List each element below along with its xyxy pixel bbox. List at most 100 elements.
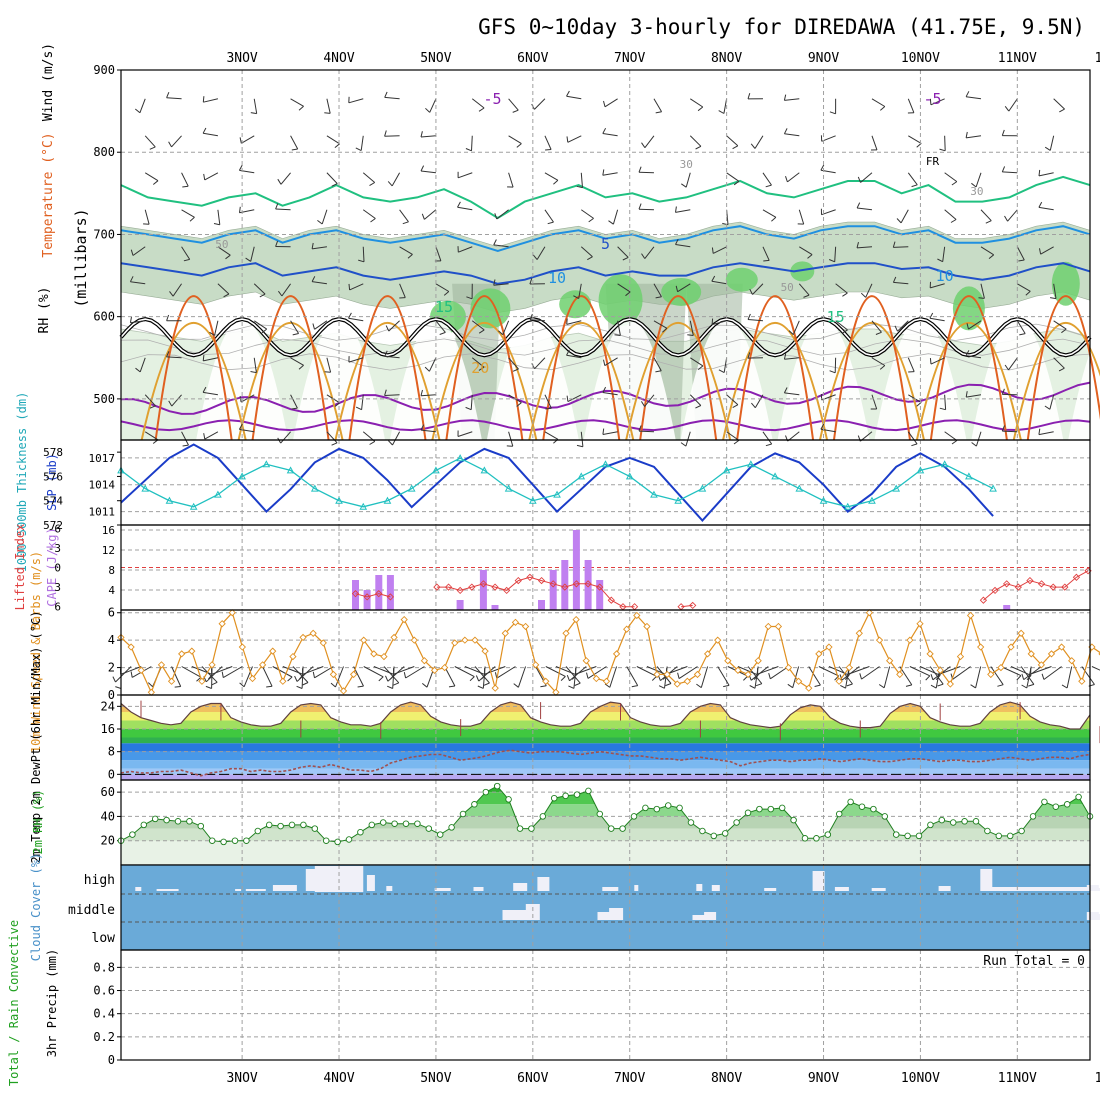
rh-marker xyxy=(198,823,204,829)
rh-marker xyxy=(346,837,352,843)
rh-marker xyxy=(665,803,671,809)
rh-marker xyxy=(825,832,831,838)
y-tick-label: 0 xyxy=(108,767,115,781)
date-label-bottom: 8NOV xyxy=(711,1071,742,1086)
li-tick-label: 6 xyxy=(54,601,61,614)
wind-barb-flag xyxy=(349,284,350,290)
date-label-top: 6NOV xyxy=(517,51,548,66)
precip-ylabel-left: Total / Rain Convective xyxy=(7,920,21,1086)
contour-label: 15 xyxy=(435,298,453,316)
rh-marker xyxy=(1007,833,1013,839)
high-cloud-bar xyxy=(696,884,702,891)
high-cloud-bar xyxy=(135,887,141,891)
wind-barb-flag xyxy=(930,358,931,364)
date-label-bottom: 10NOV xyxy=(901,1071,940,1086)
rh-marker xyxy=(654,806,660,812)
rh-marker xyxy=(597,811,603,817)
y-tick-label: 0.4 xyxy=(93,1007,115,1021)
high-cloud-bar xyxy=(367,875,375,891)
run-total-label: Run Total = 0 xyxy=(983,954,1085,969)
high-cloud-bar xyxy=(537,877,549,891)
high-cloud-bar xyxy=(235,889,241,891)
rh-marker xyxy=(323,838,329,844)
y-tick-label: 700 xyxy=(93,227,115,241)
rh-marker xyxy=(426,826,432,832)
rh-marker xyxy=(586,788,592,794)
rh-marker xyxy=(905,833,911,839)
legend-label-rh: RH (%) xyxy=(37,287,52,334)
date-label-top: 4NOV xyxy=(323,51,354,66)
rh-marker xyxy=(380,820,386,826)
rh-marker xyxy=(722,831,728,837)
rh-marker xyxy=(187,819,193,825)
rh-marker xyxy=(483,789,489,795)
rh-ylabel: 2m RH (%) xyxy=(31,789,45,854)
rh-marker xyxy=(950,820,956,826)
rh-marker xyxy=(164,817,170,823)
wind-barb-flag xyxy=(203,355,204,361)
contour-label: 30 xyxy=(680,158,693,171)
contour-label: 50 xyxy=(215,238,228,251)
rh-marker xyxy=(244,838,250,844)
rh-marker xyxy=(757,806,763,812)
rh-marker xyxy=(779,805,785,811)
high-cloud-bar xyxy=(602,887,618,891)
thickness-tick-label: 576 xyxy=(43,470,63,483)
rh-high-blob xyxy=(599,274,643,326)
wind-barb xyxy=(945,136,946,151)
rh-marker xyxy=(266,822,272,828)
rh-marker xyxy=(506,797,512,803)
rh-marker xyxy=(232,838,238,844)
rh-high-blob xyxy=(559,290,591,318)
date-label-top: 5NOV xyxy=(420,51,451,66)
rh-marker xyxy=(814,836,820,842)
rh-marker xyxy=(152,816,158,822)
rh-marker xyxy=(472,802,478,808)
rh-marker xyxy=(540,814,546,820)
rh-marker xyxy=(1053,804,1059,810)
rh-marker xyxy=(768,806,774,812)
rh-marker xyxy=(916,833,922,839)
rh-marker xyxy=(460,811,466,817)
rh-marker xyxy=(358,829,364,835)
rh-marker xyxy=(494,783,500,789)
cape-bar xyxy=(538,600,545,610)
rh-marker xyxy=(221,839,227,845)
rh-marker xyxy=(403,821,409,827)
date-label-top: 9NOV xyxy=(808,51,839,66)
rh-marker xyxy=(1064,802,1070,808)
y-tick-label: 800 xyxy=(93,145,115,159)
rh-marker xyxy=(392,821,398,827)
wind-barb xyxy=(639,431,654,432)
rh-marker xyxy=(608,826,614,832)
li-tick-label: -6 xyxy=(48,522,61,535)
contour-label: -5 xyxy=(923,90,941,108)
mid-cloud-bar xyxy=(704,912,716,920)
rh-marker xyxy=(312,826,318,832)
cape-tick-label: 12 xyxy=(102,544,115,557)
rh-marker xyxy=(836,811,842,817)
mid-cloud-bar xyxy=(693,915,705,920)
mid-cloud-bar xyxy=(609,908,623,920)
rh-marker xyxy=(289,822,295,828)
high-cloud-bar xyxy=(474,887,484,891)
rh-marker xyxy=(551,795,557,801)
rh-marker xyxy=(985,828,991,834)
wind-barb xyxy=(893,247,908,248)
wind-barb-flag xyxy=(567,318,568,324)
rh-marker xyxy=(1019,828,1025,834)
rh-marker xyxy=(962,819,968,825)
cloud-background xyxy=(121,865,1090,950)
wind-barb-flag xyxy=(979,298,985,299)
high-cloud-bar xyxy=(513,883,527,891)
temp-band xyxy=(121,743,1090,752)
y-tick-label: 60 xyxy=(101,785,115,799)
wind-barb-flag xyxy=(712,319,713,325)
rh-marker xyxy=(141,822,147,828)
rh-marker xyxy=(973,819,979,825)
temp-band xyxy=(121,738,1090,744)
high-cloud-bar xyxy=(991,887,1091,891)
high-cloud-bar xyxy=(634,885,638,891)
legend-label-wind: Wind (m/s) xyxy=(41,43,56,121)
